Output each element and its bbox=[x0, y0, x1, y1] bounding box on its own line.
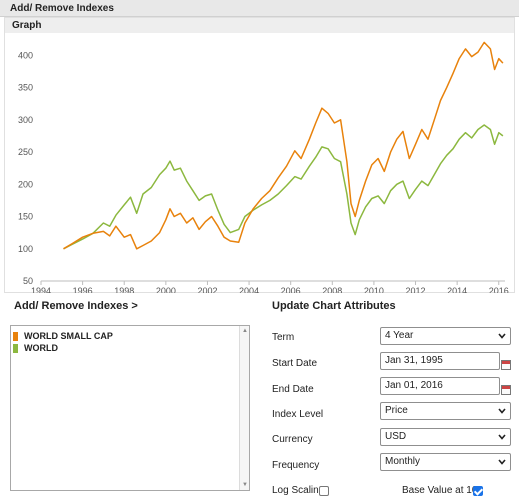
series-line-world bbox=[63, 124, 504, 250]
calendar-icon[interactable] bbox=[501, 360, 511, 370]
calendar-icon[interactable] bbox=[501, 385, 511, 395]
header-bar: Add/ Remove Indexes bbox=[0, 0, 519, 17]
chevron-down-icon bbox=[498, 459, 506, 465]
frequency-value: Monthly bbox=[385, 456, 421, 467]
y-tick-label: 400 bbox=[18, 50, 33, 60]
log-scaling-checkbox[interactable] bbox=[319, 486, 329, 496]
start-date-value: Jan 31, 1995 bbox=[385, 355, 443, 366]
x-tick-label: 2006 bbox=[281, 286, 301, 293]
index-level-value: Price bbox=[385, 405, 408, 416]
y-tick-label: 350 bbox=[18, 83, 33, 93]
start-date-input[interactable]: Jan 31, 1995 bbox=[380, 352, 500, 370]
index-listbox[interactable]: WORLD SMALL CAP WORLD ▲ ▼ bbox=[10, 325, 250, 491]
x-tick-label: 2000 bbox=[156, 286, 176, 293]
x-tick-label: 1996 bbox=[73, 286, 93, 293]
list-item-label: WORLD SMALL CAP bbox=[24, 331, 113, 341]
term-select[interactable]: 4 Year bbox=[380, 327, 511, 345]
term-value: 4 Year bbox=[385, 330, 414, 341]
y-tick-label: 100 bbox=[18, 244, 33, 254]
currency-label: Currency bbox=[272, 434, 313, 445]
y-tick-label: 50 bbox=[23, 276, 33, 286]
x-tick-label: 2002 bbox=[197, 286, 217, 293]
graph-panel: Graph 50 100 150 200 250 300 350 400 1994 1996 199… bbox=[4, 17, 515, 293]
series-color-swatch bbox=[13, 331, 18, 341]
x-tick-label: 2004 bbox=[239, 286, 259, 293]
chevron-down-icon bbox=[498, 333, 506, 339]
scroll-up-arrow-icon[interactable]: ▲ bbox=[242, 328, 248, 334]
header-title: Add/ Remove Indexes bbox=[10, 3, 114, 14]
frequency-label: Frequency bbox=[272, 460, 320, 471]
series-line-world-small-cap bbox=[63, 41, 504, 250]
x-tick-label: 2012 bbox=[406, 286, 426, 293]
y-tick-label: 250 bbox=[18, 147, 33, 157]
frequency-select[interactable]: Monthly bbox=[380, 453, 511, 471]
currency-select[interactable]: USD bbox=[380, 428, 511, 446]
list-item[interactable]: WORLD bbox=[13, 342, 58, 354]
index-level-label: Index Level bbox=[272, 409, 324, 420]
y-tick-label: 200 bbox=[18, 179, 33, 189]
attributes-title: Update Chart Attributes bbox=[272, 300, 396, 312]
scroll-down-arrow-icon[interactable]: ▼ bbox=[242, 482, 248, 488]
chevron-down-icon bbox=[498, 408, 506, 414]
base-value-checkbox[interactable] bbox=[473, 486, 483, 496]
x-tick-label: 1998 bbox=[114, 286, 134, 293]
term-label: Term bbox=[272, 332, 295, 343]
list-item-label: WORLD bbox=[24, 343, 58, 353]
x-tick-label: 2008 bbox=[322, 286, 342, 293]
end-date-value: Jan 01, 2016 bbox=[385, 380, 443, 391]
line-chart: 50 100 150 200 250 300 350 400 1994 1996 1998 2000 2… bbox=[18, 41, 509, 293]
list-item[interactable]: WORLD SMALL CAP bbox=[13, 330, 113, 342]
x-tick-label: 2010 bbox=[364, 286, 384, 293]
start-date-label: Start Date bbox=[272, 358, 318, 369]
x-tick-label: 1994 bbox=[31, 286, 51, 293]
listbox-scrollbar[interactable]: ▲ ▼ bbox=[239, 326, 249, 490]
end-date-input[interactable]: Jan 01, 2016 bbox=[380, 377, 500, 395]
x-tick-label: 2016 bbox=[489, 286, 509, 293]
graph-panel-title: Graph bbox=[5, 18, 514, 33]
y-tick-label: 150 bbox=[18, 212, 33, 222]
x-tick-label: 2014 bbox=[447, 286, 467, 293]
index-level-select[interactable]: Price bbox=[380, 402, 511, 420]
log-scaling-label: Log Scaling bbox=[272, 485, 325, 496]
series-color-swatch bbox=[13, 343, 18, 353]
base-value-label: Base Value at 100 bbox=[402, 485, 483, 496]
y-tick-label: 300 bbox=[18, 115, 33, 125]
currency-value: USD bbox=[385, 431, 407, 442]
chevron-down-icon bbox=[498, 434, 506, 440]
indexes-title[interactable]: Add/ Remove Indexes > bbox=[14, 300, 138, 312]
end-date-label: End Date bbox=[272, 384, 314, 395]
